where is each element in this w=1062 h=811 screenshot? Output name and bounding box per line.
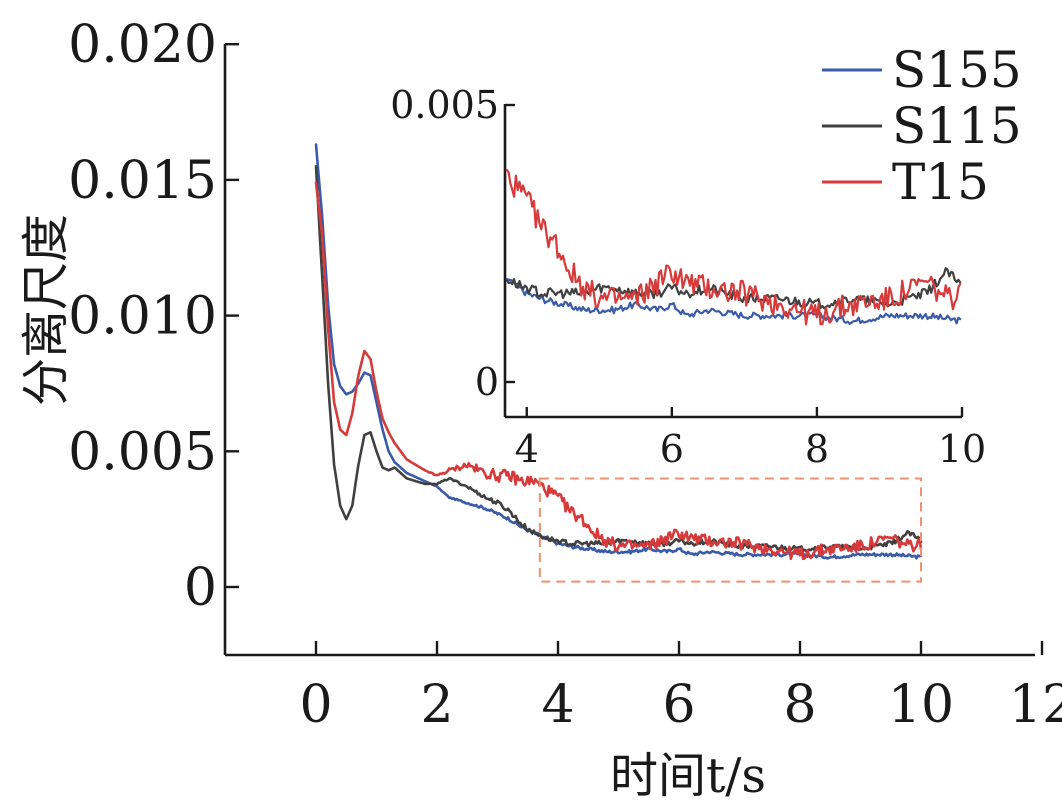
- inset-y-tick-label: 0.005: [390, 83, 499, 127]
- inset-y-tick-label: 0: [475, 360, 499, 404]
- main-x-ticks: 0 2 4 6 8 10 12: [299, 641, 1062, 735]
- main-x-tick-label: 12: [1009, 675, 1062, 735]
- main-y-tick-label: 0.005: [68, 422, 217, 482]
- legend-label-t15: T15: [892, 153, 989, 211]
- legend-label-s115: S115: [892, 97, 1022, 155]
- inset-series-group: [505, 169, 962, 326]
- main-y-tick-label: 0: [184, 558, 217, 618]
- main-series-group: [314, 143, 923, 561]
- zoom-box-group: [538, 477, 922, 583]
- inset-y-ticks: 0 0.005: [390, 83, 515, 404]
- inset-x-ticks: 4 6 8 10: [515, 407, 986, 471]
- main-axes: [223, 44, 1035, 657]
- main-x-tick-label: 4: [541, 675, 574, 735]
- inset-x-tick-label: 4: [515, 427, 539, 471]
- legend-label-s155: S155: [892, 41, 1022, 99]
- zoom-region-box: [538, 477, 922, 583]
- x-axis-title: 时间t/s: [610, 748, 766, 804]
- series-line-s155: [314, 143, 923, 560]
- series-line-s115: [314, 165, 923, 553]
- y-axis-title: 分离尺度: [18, 214, 74, 406]
- series-line-t15: [314, 181, 923, 561]
- main-y-tick-label: 0.020: [68, 15, 217, 75]
- inset-series-line-s155: [505, 277, 962, 325]
- inset-x-tick-label: 10: [938, 427, 986, 471]
- inset-x-tick-label: 6: [660, 427, 684, 471]
- main-x-tick-label: 0: [299, 675, 332, 735]
- main-y-tick-label: 0.015: [68, 151, 217, 211]
- main-x-tick-label: 6: [662, 675, 695, 735]
- inset-x-tick-label: 8: [805, 427, 829, 471]
- inset-plot: 0 0.005 4 6 8 10: [390, 83, 986, 471]
- main-y-tick-label: 0.010: [68, 287, 217, 347]
- main-x-tick-label: 10: [888, 675, 954, 735]
- main-x-tick-label: 8: [783, 675, 816, 735]
- main-y-ticks: 0 0.005 0.010 0.015 0.020: [68, 15, 239, 618]
- inset-series-line-t15: [505, 169, 962, 326]
- main-x-tick-label: 2: [420, 675, 453, 735]
